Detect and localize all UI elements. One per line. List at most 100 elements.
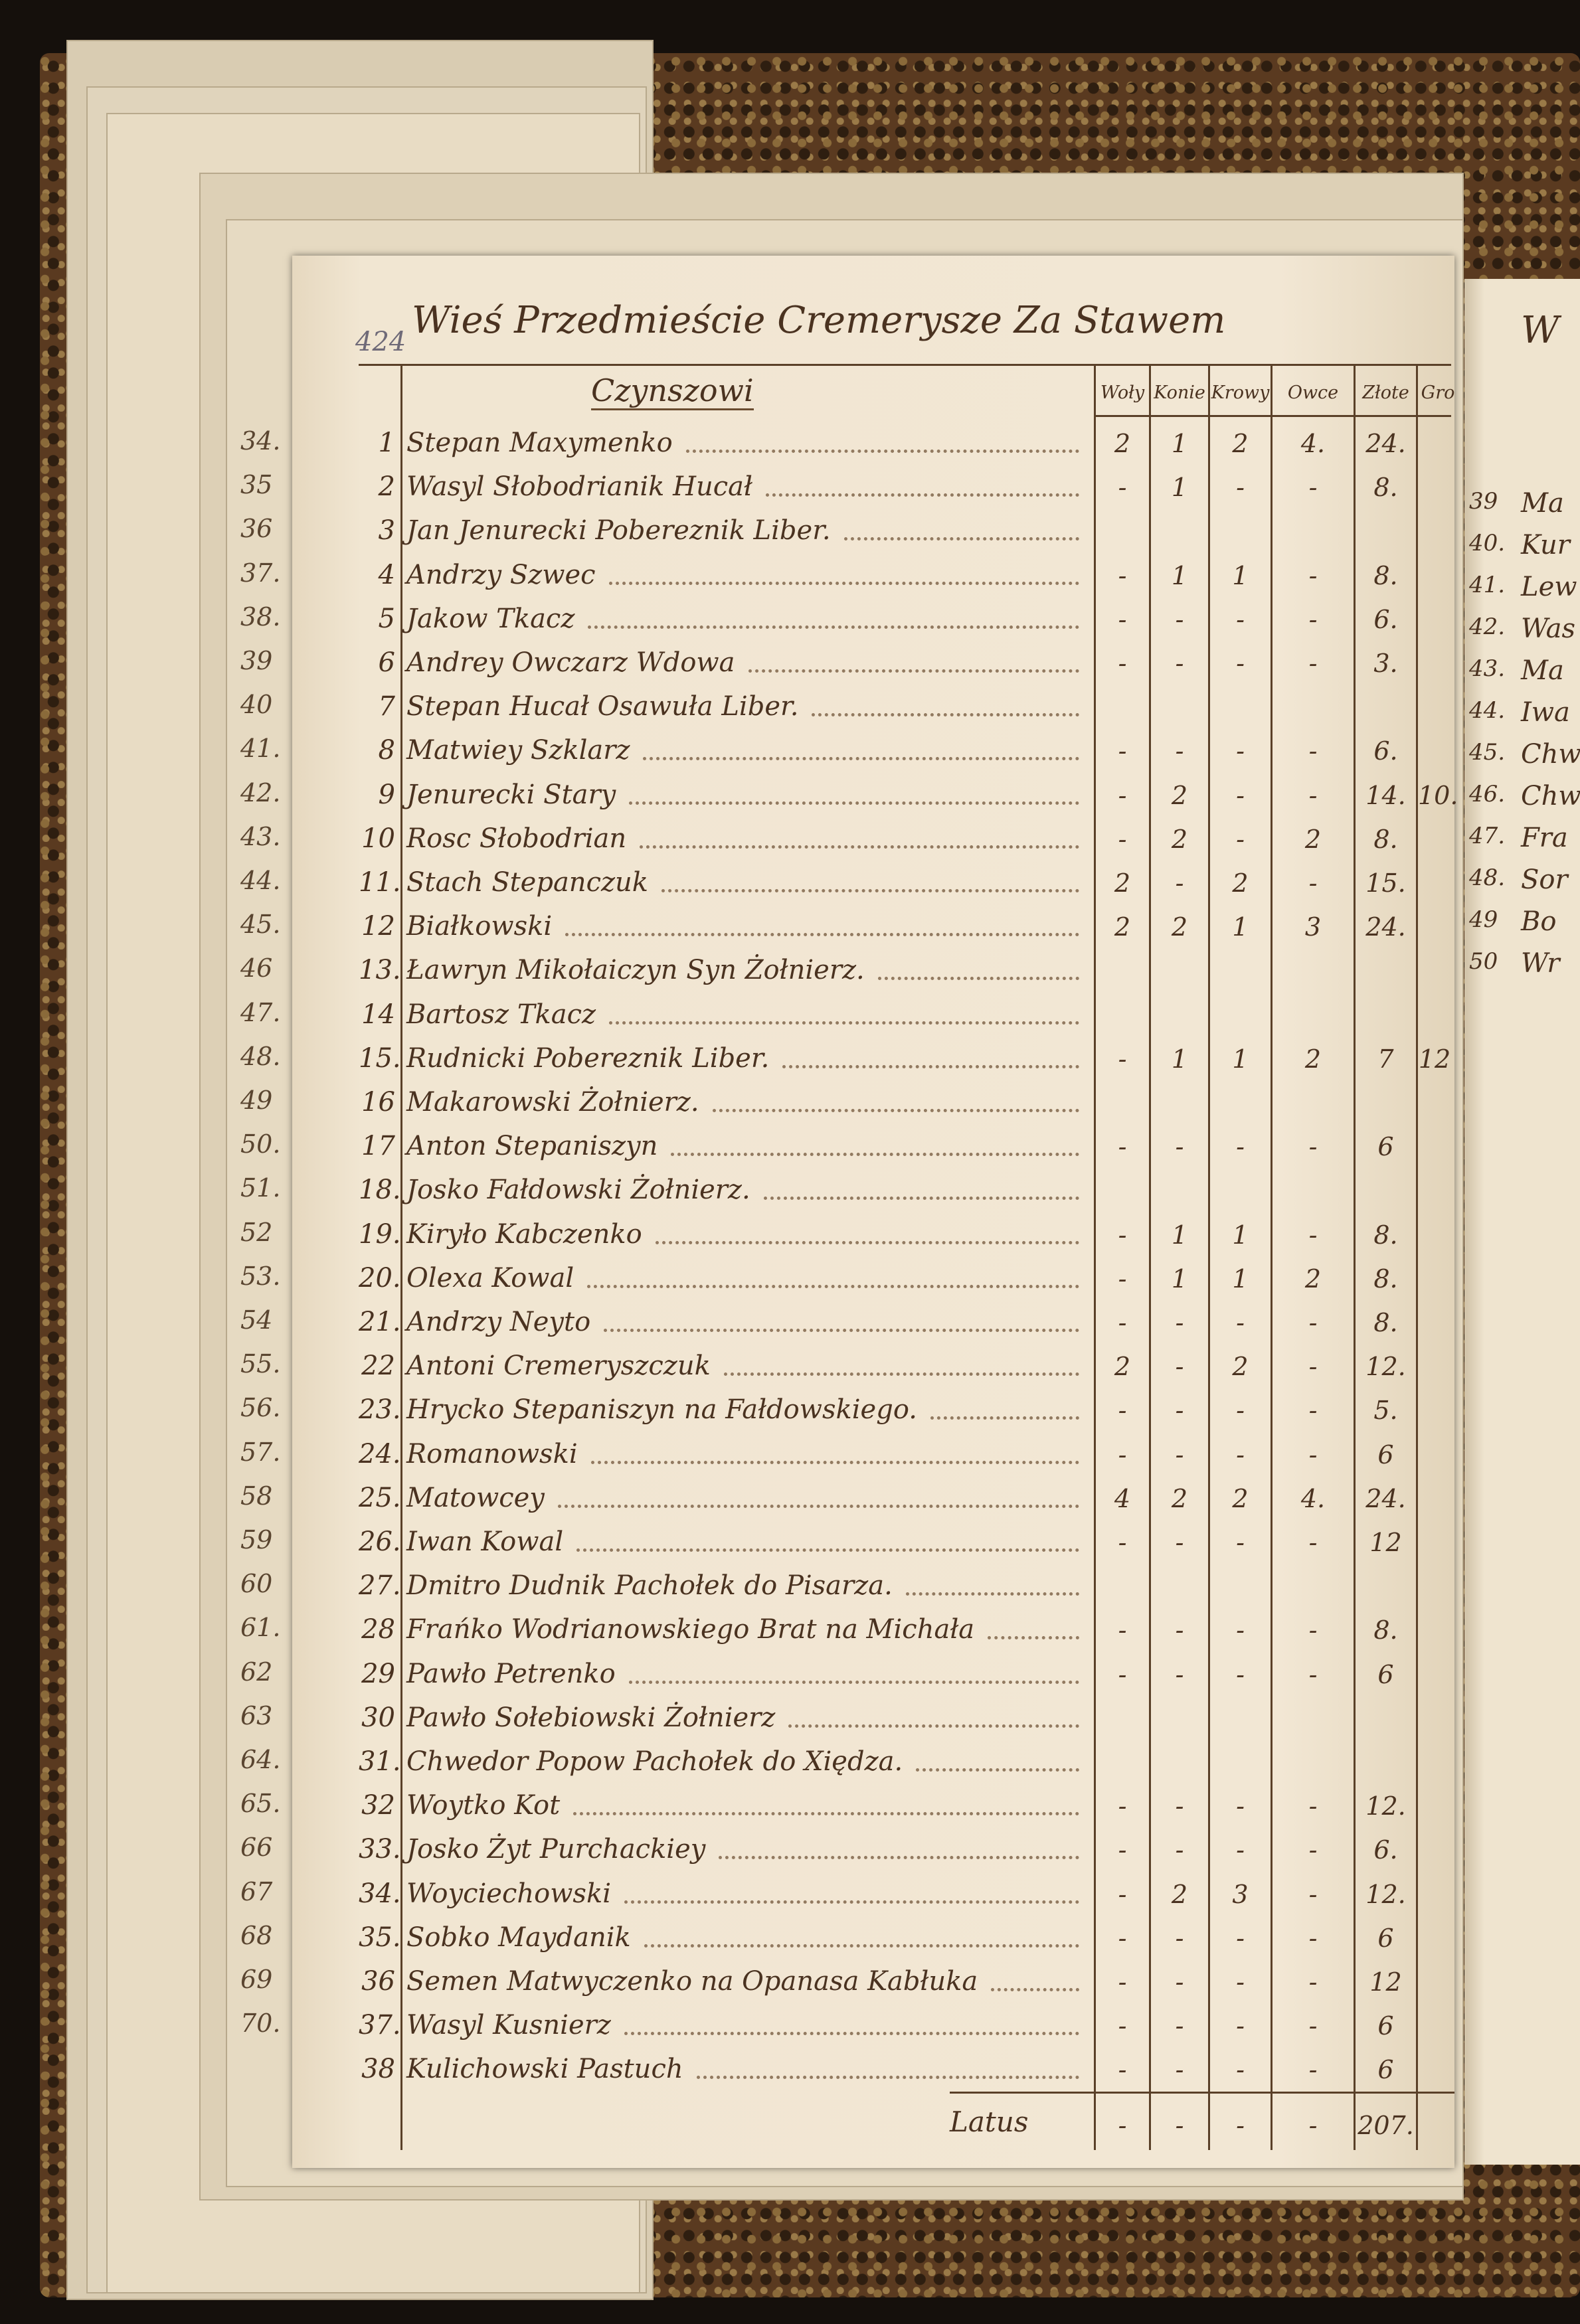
resident-name: Romanowski [406,1438,578,1469]
row-number: 9 [378,779,395,810]
dotted-leader [628,1680,1079,1684]
value-cell: 1 [1171,560,1188,590]
page-title: Wieś Przedmieście Cremerysze Za Stawem [412,299,1226,342]
column-line [1271,364,1273,2150]
margin-number: 38. [240,602,281,631]
dotted-leader [788,1724,1079,1728]
resident-name-cell: Antoni Cremeryszczuk [406,1351,1087,1381]
column-header-konie: Konie [1154,382,1205,403]
row-number: 19. [359,1218,401,1250]
value-cell: - [1236,736,1245,766]
value-cell: 207. [1358,2111,1414,2140]
value-cell: - [1175,1308,1184,1337]
value-cell: - [1308,869,1318,898]
value-cell: - [1118,1308,1127,1337]
resident-name-cell: Wasyl Kusnierz [406,2010,1087,2040]
value-cell: 1 [1171,1264,1188,1293]
resident-name-cell: Semen Matwyczenko na Opanasa Kabłuka [406,1966,1087,1997]
resident-name-cell: Białkowski [406,911,1087,942]
resident-name: Woyciechowski [406,1878,611,1909]
margin-number: 57. [240,1437,281,1467]
resident-name-cell: Bartosz Tkacz [406,999,1087,1030]
resident-name-cell: Rudnicki Pobereznik Liber. [406,1043,1087,1074]
value-cell: - [1236,1440,1245,1469]
value-cell: - [1175,1835,1184,1865]
value-cell: - [1308,1528,1318,1557]
value-cell: - [1236,2055,1245,2085]
number-column-line [400,364,402,2150]
value-cell: - [1236,1923,1245,1953]
page-number: 424 [355,327,406,357]
value-cell: 6 [1377,2055,1394,2085]
value-cell: 2 [1171,912,1188,942]
resident-name: Bartosz Tkacz [406,999,596,1030]
value-cell: - [1118,1616,1127,1645]
value-cell: - [1236,1791,1245,1821]
value-cell: - [1175,736,1184,766]
dotted-leader [723,1372,1079,1376]
ledger-row: 49 16 Makarowski Żołnierz. [0,1079,1580,1123]
column-header-krowy: Krowy [1211,382,1270,403]
dotted-leader [719,1856,1079,1860]
dotted-leader [624,2032,1079,2036]
value-cell: 2 [1171,1879,1188,1909]
value-cell: 6. [1373,1835,1398,1865]
right-row-name: Lew [1521,572,1577,602]
value-cell: - [1118,1835,1127,1865]
dotted-leader [557,1504,1079,1508]
row-number: 21. [359,1307,401,1337]
resident-name-cell: Woyciechowski [406,1878,1087,1909]
value-cell: - [1236,780,1245,810]
margin-number: 35 [240,470,273,500]
row-number: 13. [359,955,401,986]
margin-number: 34. [240,426,281,456]
value-cell: - [1308,1352,1318,1382]
value-cell: - [1236,1967,1245,1997]
value-cell: 2 [1304,824,1322,854]
resident-name: Woytko Kot [406,1790,561,1821]
value-cell: 2 [1232,1483,1249,1513]
ledger-row: 44. 11. Stach Stepanczuk 2 - 2 - 15. [0,859,1580,903]
value-cell: 2 [1114,429,1131,458]
dotted-leader [573,1812,1079,1816]
margin-number: 50. [240,1129,281,1159]
ledger-row: 52 19. Kiryło Kabczenko - 1 1 - 8. [0,1211,1580,1255]
resident-name-cell: Matwiey Szklarz [406,735,1087,766]
margin-number: 37. [240,558,281,588]
value-cell: - [1236,1132,1245,1162]
value-cell: - [1118,1220,1127,1250]
value-cell: - [1236,1308,1245,1337]
value-cell: 12. [1365,1791,1406,1821]
column-line [1416,364,1418,2150]
resident-name-cell: Kiryło Kabczenko [406,1219,1087,1250]
right-row-name: Chw [1521,739,1580,770]
ledger-row: 47. 14 Bartosz Tkacz [0,991,1580,1035]
resident-name: Stepan Maxymenko [406,428,673,458]
value-cell: - [1308,473,1318,503]
value-cell: - [1175,1528,1184,1557]
right-row-number: 41. [1469,572,1506,598]
dotted-leader [565,933,1079,937]
value-cell: - [1308,1132,1318,1162]
value-cell: 4 [1114,1483,1131,1513]
row-number: 17 [361,1131,395,1162]
column-header-woly: Woły [1100,382,1145,403]
dotted-leader [782,1064,1079,1068]
value-cell: 3. [1373,649,1398,678]
resident-name: Ławryn Mikołaiczyn Syn Żołnierz. [406,955,865,986]
value-cell: - [1236,1396,1245,1426]
value-cell: - [1118,1396,1127,1426]
value-cell: - [1175,1132,1184,1162]
row-number: 20. [359,1262,401,1293]
row-number: 30 [361,1702,395,1733]
value-cell: 2 [1304,1044,1322,1074]
value-cell: - [1308,1220,1318,1250]
row-number: 7 [378,691,395,722]
total-rule [950,2092,1454,2094]
value-cell: 1 [1232,560,1249,590]
ledger-row: 51. 18. Josko Fałdowski Żołnierz. [0,1167,1580,1210]
value-cell: - [1175,1440,1184,1469]
value-cell: 2 [1232,1352,1249,1382]
value-cell: 2 [1114,912,1131,942]
value-cell: - [1118,2111,1127,2140]
